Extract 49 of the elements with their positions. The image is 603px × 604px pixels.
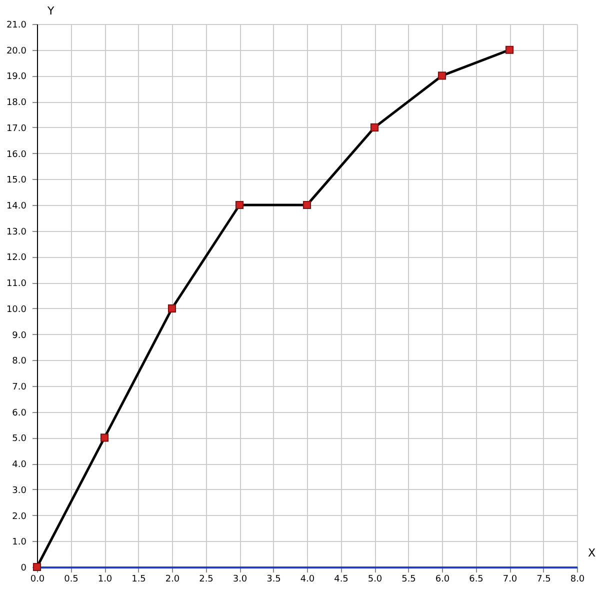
y-tick-label: 3.0 xyxy=(12,486,27,496)
x-tick-label: 5.0 xyxy=(368,574,382,584)
point xyxy=(168,304,176,312)
y-tick-label: 18.0 xyxy=(6,98,27,108)
x-tick-label: 0.5 xyxy=(64,574,78,584)
y-tick-label: 6.0 xyxy=(12,408,27,418)
y-tick-label: 7.0 xyxy=(12,382,27,392)
x-tick-label: 1.5 xyxy=(132,574,146,584)
point xyxy=(32,562,42,572)
x-tick-label: 6.0 xyxy=(435,574,450,584)
y-tick-label: 12.0 xyxy=(6,253,27,264)
x-tick-label: 7.5 xyxy=(536,574,551,584)
y-tick-label: 9.0 xyxy=(12,330,27,341)
y-tick-label: 19.0 xyxy=(6,72,27,82)
y-tick-label: 14.0 xyxy=(6,202,27,212)
x-axis-title: X xyxy=(588,546,596,560)
point xyxy=(438,72,446,80)
y-tick-label: 2.0 xyxy=(12,512,27,522)
y-tick-label: 13.0 xyxy=(6,227,27,238)
x-tick-label: 8.0 xyxy=(570,574,585,584)
x-tick-label: 6.5 xyxy=(469,574,484,584)
y-tick-label: 17.0 xyxy=(6,124,27,134)
y-tick-label: 20.0 xyxy=(6,46,27,56)
y-tick-label: 16.0 xyxy=(6,150,27,160)
x-tick-label: 1.0 xyxy=(98,574,112,584)
x-tick-label: 2.5 xyxy=(199,574,214,584)
x-tick-label: 3.5 xyxy=(266,574,281,584)
y-tick-label: 10.0 xyxy=(6,304,27,315)
x-tick-label: 0.0 xyxy=(30,574,45,584)
y-tick-label: 5.0 xyxy=(12,434,27,444)
x-tick-label: 2.0 xyxy=(165,574,180,584)
x-tick-label: 3.0 xyxy=(232,574,248,584)
x-tick-label: 5.5 xyxy=(402,574,416,584)
point xyxy=(505,46,514,54)
y-axis-title: Y xyxy=(46,4,54,18)
y-tick-label: 11.0 xyxy=(6,279,27,290)
point xyxy=(370,123,379,132)
y-tick-label: 21.0 xyxy=(6,20,27,30)
y-tick-label: 1.0 xyxy=(12,538,27,548)
y-tick-label: 4.0 xyxy=(12,460,27,470)
point xyxy=(100,434,109,442)
y-tick-label: 0 xyxy=(20,564,27,574)
x-tick-label: 7.0 xyxy=(502,574,518,584)
y-tick-label: 15.0 xyxy=(6,176,27,186)
point xyxy=(302,200,312,210)
y-tick-label: 8.0 xyxy=(12,356,27,367)
x-tick-label: 4.0 xyxy=(300,574,315,584)
x-tick-label: 4.5 xyxy=(334,574,348,584)
point xyxy=(235,200,244,210)
